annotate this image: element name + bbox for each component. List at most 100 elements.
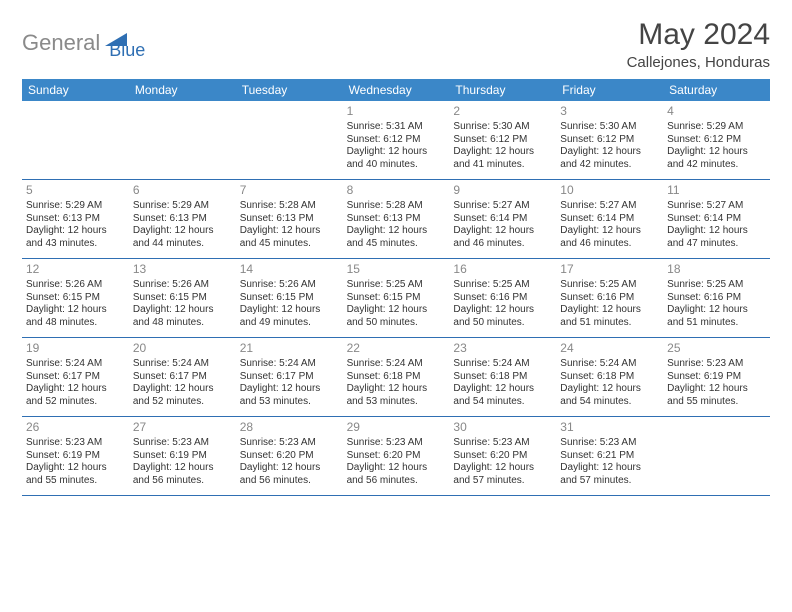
daylight2-text: and 55 minutes. (667, 396, 766, 409)
calendar-cell (236, 101, 343, 179)
day-number: 3 (560, 104, 659, 119)
sunrise-text: Sunrise: 5:24 AM (560, 358, 659, 371)
day-number: 7 (240, 183, 339, 198)
sunset-text: Sunset: 6:16 PM (667, 292, 766, 305)
daylight2-text: and 50 minutes. (347, 317, 446, 330)
daylight1-text: Daylight: 12 hours (26, 225, 125, 238)
daylight2-text: and 48 minutes. (133, 317, 232, 330)
sunset-text: Sunset: 6:21 PM (560, 450, 659, 463)
daylight1-text: Daylight: 12 hours (133, 304, 232, 317)
daylight1-text: Daylight: 12 hours (347, 383, 446, 396)
sunrise-text: Sunrise: 5:23 AM (240, 437, 339, 450)
daylight1-text: Daylight: 12 hours (560, 304, 659, 317)
calendar-cell (663, 417, 770, 495)
day-header-tuesday: Tuesday (236, 79, 343, 101)
calendar-cell: 31Sunrise: 5:23 AMSunset: 6:21 PMDayligh… (556, 417, 663, 495)
calendar-cell: 16Sunrise: 5:25 AMSunset: 6:16 PMDayligh… (449, 259, 556, 337)
sunrise-text: Sunrise: 5:23 AM (453, 437, 552, 450)
sunrise-text: Sunrise: 5:24 AM (453, 358, 552, 371)
daylight2-text: and 48 minutes. (26, 317, 125, 330)
calendar-cell: 30Sunrise: 5:23 AMSunset: 6:20 PMDayligh… (449, 417, 556, 495)
calendar-cell: 18Sunrise: 5:25 AMSunset: 6:16 PMDayligh… (663, 259, 770, 337)
sunset-text: Sunset: 6:17 PM (240, 371, 339, 384)
daylight1-text: Daylight: 12 hours (453, 383, 552, 396)
day-number: 31 (560, 420, 659, 435)
calendar-cell: 13Sunrise: 5:26 AMSunset: 6:15 PMDayligh… (129, 259, 236, 337)
daylight2-text: and 42 minutes. (560, 159, 659, 172)
day-number: 6 (133, 183, 232, 198)
daylight1-text: Daylight: 12 hours (347, 146, 446, 159)
day-header-wednesday: Wednesday (343, 79, 450, 101)
location-label: Callejones, Honduras (627, 54, 770, 71)
daylight1-text: Daylight: 12 hours (26, 383, 125, 396)
daylight1-text: Daylight: 12 hours (133, 383, 232, 396)
sunset-text: Sunset: 6:13 PM (133, 213, 232, 226)
daylight2-text: and 52 minutes. (133, 396, 232, 409)
sunset-text: Sunset: 6:12 PM (667, 134, 766, 147)
daylight2-text: and 53 minutes. (240, 396, 339, 409)
daylight1-text: Daylight: 12 hours (453, 146, 552, 159)
sunset-text: Sunset: 6:15 PM (26, 292, 125, 305)
sunset-text: Sunset: 6:17 PM (26, 371, 125, 384)
calendar-cell: 3Sunrise: 5:30 AMSunset: 6:12 PMDaylight… (556, 101, 663, 179)
calendar-cell: 20Sunrise: 5:24 AMSunset: 6:17 PMDayligh… (129, 338, 236, 416)
logo-text-blue: Blue (109, 24, 145, 61)
daylight2-text: and 51 minutes. (560, 317, 659, 330)
calendar-cell: 6Sunrise: 5:29 AMSunset: 6:13 PMDaylight… (129, 180, 236, 258)
calendar-cell: 23Sunrise: 5:24 AMSunset: 6:18 PMDayligh… (449, 338, 556, 416)
calendar-cell: 28Sunrise: 5:23 AMSunset: 6:20 PMDayligh… (236, 417, 343, 495)
calendar-cell: 25Sunrise: 5:23 AMSunset: 6:19 PMDayligh… (663, 338, 770, 416)
daylight1-text: Daylight: 12 hours (667, 146, 766, 159)
calendar-cell: 24Sunrise: 5:24 AMSunset: 6:18 PMDayligh… (556, 338, 663, 416)
calendar-cell: 26Sunrise: 5:23 AMSunset: 6:19 PMDayligh… (22, 417, 129, 495)
calendar-row: 26Sunrise: 5:23 AMSunset: 6:19 PMDayligh… (22, 417, 770, 496)
calendar-cell (22, 101, 129, 179)
sunset-text: Sunset: 6:15 PM (347, 292, 446, 305)
day-number: 27 (133, 420, 232, 435)
sunrise-text: Sunrise: 5:26 AM (26, 279, 125, 292)
day-number: 18 (667, 262, 766, 277)
calendar-cell: 5Sunrise: 5:29 AMSunset: 6:13 PMDaylight… (22, 180, 129, 258)
sunset-text: Sunset: 6:12 PM (560, 134, 659, 147)
daylight1-text: Daylight: 12 hours (26, 462, 125, 475)
sunrise-text: Sunrise: 5:31 AM (347, 121, 446, 134)
daylight1-text: Daylight: 12 hours (560, 146, 659, 159)
sunrise-text: Sunrise: 5:23 AM (26, 437, 125, 450)
daylight1-text: Daylight: 12 hours (133, 462, 232, 475)
logo: General Blue (22, 18, 145, 61)
calendar-row: 19Sunrise: 5:24 AMSunset: 6:17 PMDayligh… (22, 338, 770, 417)
daylight2-text: and 46 minutes. (453, 238, 552, 251)
sunrise-text: Sunrise: 5:24 AM (240, 358, 339, 371)
day-number: 14 (240, 262, 339, 277)
day-number: 11 (667, 183, 766, 198)
sunrise-text: Sunrise: 5:25 AM (560, 279, 659, 292)
calendar-cell (129, 101, 236, 179)
sunset-text: Sunset: 6:20 PM (453, 450, 552, 463)
day-number: 20 (133, 341, 232, 356)
daylight2-text: and 56 minutes. (133, 475, 232, 488)
sunrise-text: Sunrise: 5:26 AM (240, 279, 339, 292)
sunset-text: Sunset: 6:20 PM (240, 450, 339, 463)
sunset-text: Sunset: 6:13 PM (240, 213, 339, 226)
day-number: 19 (26, 341, 125, 356)
daylight2-text: and 43 minutes. (26, 238, 125, 251)
calendar-cell: 22Sunrise: 5:24 AMSunset: 6:18 PMDayligh… (343, 338, 450, 416)
calendar-cell: 15Sunrise: 5:25 AMSunset: 6:15 PMDayligh… (343, 259, 450, 337)
calendar-cell: 7Sunrise: 5:28 AMSunset: 6:13 PMDaylight… (236, 180, 343, 258)
day-number: 8 (347, 183, 446, 198)
calendar-cell: 2Sunrise: 5:30 AMSunset: 6:12 PMDaylight… (449, 101, 556, 179)
day-header-friday: Friday (556, 79, 663, 101)
daylight2-text: and 51 minutes. (667, 317, 766, 330)
calendar-header-row: Sunday Monday Tuesday Wednesday Thursday… (22, 79, 770, 101)
daylight1-text: Daylight: 12 hours (667, 304, 766, 317)
sunrise-text: Sunrise: 5:29 AM (26, 200, 125, 213)
daylight2-text: and 54 minutes. (453, 396, 552, 409)
calendar-cell: 27Sunrise: 5:23 AMSunset: 6:19 PMDayligh… (129, 417, 236, 495)
calendar-cell: 12Sunrise: 5:26 AMSunset: 6:15 PMDayligh… (22, 259, 129, 337)
sunrise-text: Sunrise: 5:27 AM (560, 200, 659, 213)
sunset-text: Sunset: 6:15 PM (240, 292, 339, 305)
daylight1-text: Daylight: 12 hours (667, 225, 766, 238)
sunrise-text: Sunrise: 5:23 AM (667, 358, 766, 371)
day-number: 5 (26, 183, 125, 198)
calendar-row: 1Sunrise: 5:31 AMSunset: 6:12 PMDaylight… (22, 101, 770, 180)
